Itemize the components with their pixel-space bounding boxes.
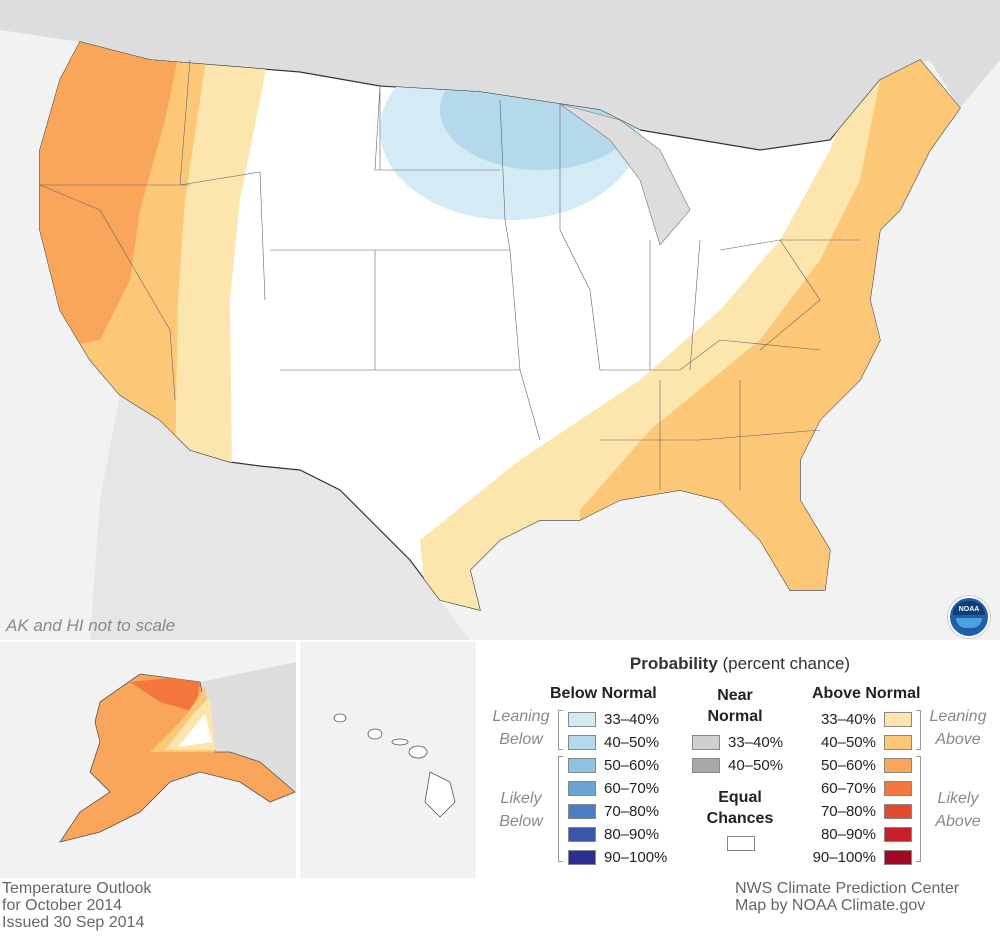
island-molokai [391, 738, 409, 746]
alaska-equal-chances [178, 714, 212, 747]
equal-chances-header: Equal Chances [706, 789, 774, 827]
swatch-below-80-90 [568, 827, 596, 842]
alaska-inset [0, 642, 296, 878]
legend-row-below-70-80: 70–80% [568, 800, 667, 823]
swatch-below-40-50 [568, 735, 596, 750]
conus-map: NOAA AK and HI not to scale [0, 0, 1000, 640]
footer-left: Temperature Outlook for October 2014 Iss… [2, 880, 151, 931]
island-kauai [333, 713, 347, 723]
great-lakes [559, 103, 691, 246]
above-normal-list: 33–40% 40–50% 50–60% 60–70% 70–80% 80–90… [810, 708, 912, 869]
legend-row-below-80-90: 80–90% [568, 823, 667, 846]
swatch-above-50-60 [884, 758, 912, 773]
legend-row-near-33-40: 33–40% [692, 731, 783, 754]
footer-source: NWS Climate Prediction Center [735, 880, 960, 897]
near-normal-header: Near Normal [707, 687, 763, 725]
hawaii-inset [300, 642, 476, 878]
below-normal-list: 33–40% 40–50% 50–60% 60–70% 70–80% 80–90… [568, 708, 667, 869]
island-maui [408, 745, 428, 759]
swatch-below-50-60 [568, 758, 596, 773]
swatch-above-70-80 [884, 804, 912, 819]
leaning-below-label: Leaning Below [492, 708, 550, 748]
legend-row-below-33-40: 33–40% [568, 708, 667, 731]
legend-title: Probability (percent chance) [629, 654, 851, 673]
swatch-above-33-40 [884, 712, 912, 727]
legend-row-below-60-70: 60–70% [568, 777, 667, 800]
legend-row-near-40-50: 40–50% [692, 754, 783, 777]
likely-below-label: Likely Below [499, 790, 543, 830]
alaska-map-svg [59, 662, 296, 843]
swatch-near-33-40 [692, 735, 720, 750]
legend-row-below-90-100: 90–100% [568, 846, 667, 869]
state-borders [39, 59, 860, 490]
likely-above-label: Likely Above [935, 790, 981, 830]
mexico-landmass [90, 395, 470, 640]
footer-right: NWS Climate Prediction Center Map by NOA… [735, 880, 959, 914]
conus-map-svg [0, 0, 1000, 640]
footer-credit: Map by NOAA Climate.gov [735, 897, 926, 914]
legend-row-below-40-50: 40–50% [568, 731, 667, 754]
swatch-below-70-80 [568, 804, 596, 819]
legend-row-above-33-40: 33–40% [810, 708, 912, 731]
island-hawaii [424, 771, 456, 818]
leaning-above-label: Leaning Above [929, 708, 987, 748]
near-normal-list: 33–40% 40–50% [692, 731, 783, 777]
swatch-above-90-100 [884, 850, 912, 865]
canada-landmass [0, 0, 1000, 150]
swatch-equal-chances [727, 836, 755, 851]
swatch-below-33-40 [568, 712, 596, 727]
legend-row-above-50-60: 50–60% [810, 754, 912, 777]
footer-product-title: Temperature Outlook [2, 880, 152, 897]
alaska-outline [59, 673, 296, 843]
legend-row-below-50-60: 50–60% [568, 754, 667, 777]
scale-note: AK and HI not to scale [6, 616, 176, 635]
legend-row-above-90-100: 90–100% [810, 846, 912, 869]
footer-period: for October 2014 [2, 897, 123, 914]
yukon-landmass [200, 662, 296, 792]
island-oahu [367, 728, 383, 740]
legend-row-above-70-80: 70–80% [810, 800, 912, 823]
hawaii-map-svg [333, 713, 456, 818]
legend-row-above-80-90: 80–90% [810, 823, 912, 846]
above-normal-header: Above Normal [812, 685, 921, 702]
legend-row-above-40-50: 40–50% [810, 731, 912, 754]
swatch-above-80-90 [884, 827, 912, 842]
below-normal-header: Below Normal [550, 685, 657, 702]
swatch-below-90-100 [568, 850, 596, 865]
swatch-near-40-50 [692, 758, 720, 773]
alaska-above-60-70 [130, 678, 200, 712]
footer-issued-date: Issued 30 Sep 2014 [2, 914, 145, 931]
legend: Probability (percent chance) Below Norma… [480, 642, 1000, 878]
swatch-above-40-50 [884, 735, 912, 750]
swatch-above-60-70 [884, 781, 912, 796]
swatch-below-60-70 [568, 781, 596, 796]
noaa-logo: NOAA [948, 596, 990, 638]
legend-row-above-60-70: 60–70% [810, 777, 912, 800]
